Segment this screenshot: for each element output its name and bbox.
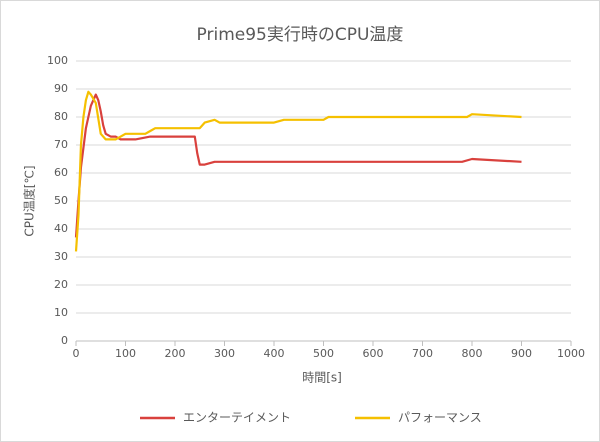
y-tick-label: 0 (61, 334, 68, 347)
x-tick-label: 200 (165, 347, 186, 360)
y-tick-label: 30 (54, 250, 68, 263)
y-axis-title: CPU温度[℃] (22, 165, 37, 236)
x-axis-title: 時間[s] (302, 371, 342, 385)
y-tick-label: 70 (54, 138, 68, 151)
legend-text: パフォーマンス (398, 411, 482, 425)
y-tick-label: 10 (54, 306, 68, 319)
x-tick-label: 0 (73, 347, 80, 360)
x-tick-label: 500 (313, 347, 334, 360)
x-tick-label: 800 (462, 347, 483, 360)
y-tick-label: 80 (54, 110, 68, 123)
x-tick-label: 400 (264, 347, 285, 360)
series-line (74, 90, 522, 252)
x-tick-label: 700 (412, 347, 433, 360)
x-tick-label: 300 (214, 347, 235, 360)
x-tick-label: 600 (363, 347, 384, 360)
x-tick-label: 1000 (557, 347, 585, 360)
y-tick-label: 40 (54, 222, 68, 235)
series-line (74, 93, 522, 238)
legend-text: エンターテイメント (183, 411, 291, 425)
y-tick-label: 90 (54, 82, 68, 95)
chart-title: Prime95実行時のCPU温度 (197, 25, 404, 45)
x-tick-label: 100 (115, 347, 136, 360)
y-tick-label: 60 (54, 166, 68, 179)
x-tick-label: 900 (511, 347, 532, 360)
y-tick-label: 20 (54, 278, 68, 291)
y-tick-label: 100 (47, 54, 68, 67)
y-tick-label: 50 (54, 194, 68, 207)
